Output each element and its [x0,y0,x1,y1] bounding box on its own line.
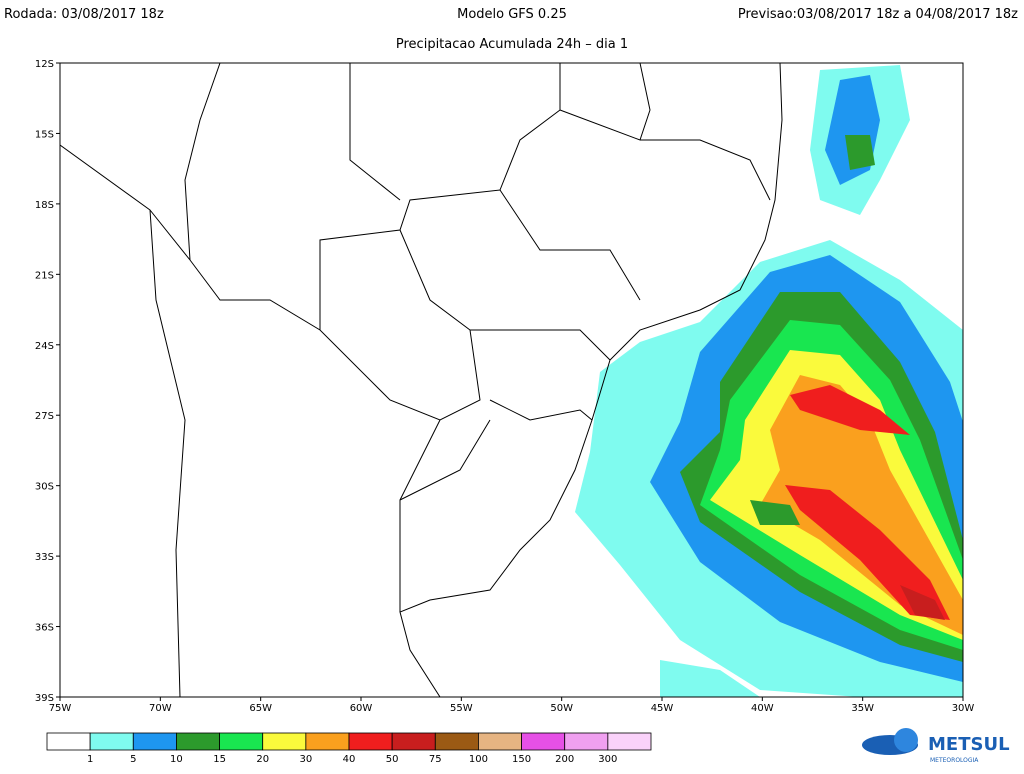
legend-level: 20 [256,754,269,765]
lon-label: 60W [350,703,373,714]
legend-swatch [607,732,652,751]
forecast-label: Previsao:03/08/2017 18z a 04/08/2017 18z [738,7,1018,22]
legend-level: 100 [469,754,488,765]
lat-label: 30S [35,482,54,493]
logo-name: METSUL [928,734,1010,755]
legend-swatch [305,732,350,751]
legend-level: 150 [512,754,531,765]
legend-level: 5 [130,754,136,765]
model-label: Modelo GFS 0.25 [457,7,567,22]
legend-level: 1 [87,754,93,765]
legend-swatch [564,732,609,751]
lat-label: 33S [35,552,54,563]
lon-label: 50W [550,703,573,714]
legend-swatch [521,732,566,751]
legend-swatch [478,732,522,751]
subtitle: Precipitacao Acumulada 24h – dia 1 [396,37,628,52]
lat-label: 18S [35,200,54,211]
logo-tagline: METEOROLOGIA [930,757,979,764]
lat-label: 27S [35,411,54,422]
lon-label: 30W [952,703,975,714]
legend: 1 5 10 15 20 30 40 50 75 100 150 200 300 [46,732,652,765]
lon-label: 40W [751,703,774,714]
legend-level: 50 [386,754,399,765]
lon-label: 45W [651,703,674,714]
lon-label: 70W [149,703,172,714]
lat-label: 21S [35,270,54,281]
logo: METSUL METEOROLOGIA [862,728,1010,764]
logo-globe [894,728,918,752]
legend-swatch [391,732,436,751]
lat-label: 12S [35,59,54,70]
lat-label: 36S [35,623,54,634]
lon-label: 65W [249,703,272,714]
legend-level: 10 [170,754,183,765]
lon-label: 55W [450,703,473,714]
legend-level: 15 [213,754,226,765]
lon-label: 75W [49,703,72,714]
legend-swatch [434,732,479,751]
legend-swatch [132,732,177,751]
legend-swatch [219,732,264,751]
lon-label: 35W [851,703,874,714]
legend-level: 300 [598,754,617,765]
legend-level: 30 [299,754,312,765]
lat-label: 15S [35,129,54,140]
legend-level: 200 [555,754,574,765]
legend-swatch [89,732,134,751]
precipitation-field [575,65,963,697]
legend-swatch [262,732,307,751]
run-label: Rodada: 03/08/2017 18z [4,7,164,22]
legend-swatch [176,732,220,751]
legend-level: 75 [429,754,442,765]
boundaries [60,63,783,697]
map-frame [59,62,964,698]
legend-swatch [46,732,91,751]
legend-level: 40 [343,754,356,765]
lat-label: 39S [35,693,54,704]
lat-label: 24S [35,341,54,352]
legend-swatch [348,732,393,751]
